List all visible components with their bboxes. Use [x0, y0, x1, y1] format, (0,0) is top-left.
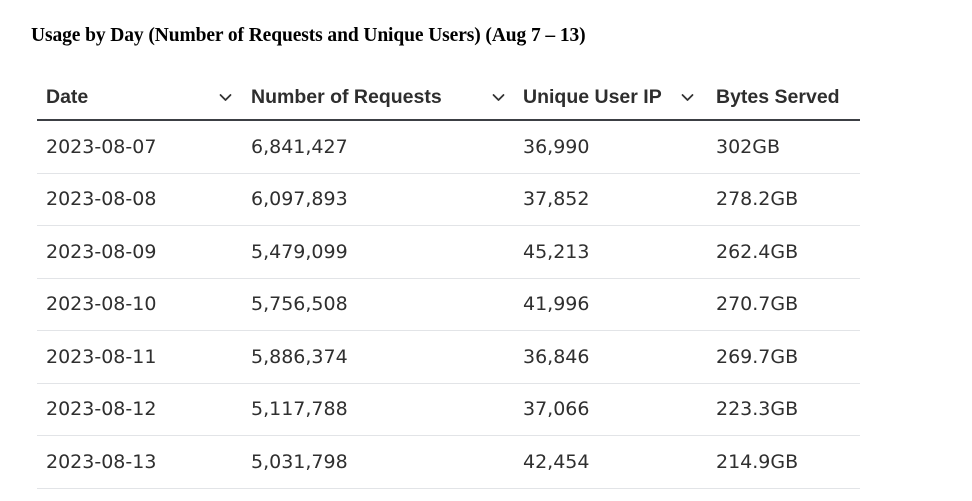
- table-row: 2023-08-08 6,097,893 37,852 278.2GB: [37, 174, 860, 226]
- cell-date: 2023-08-11: [46, 345, 157, 368]
- table-header-row: Date Number of Requests Unique User IP B…: [37, 76, 860, 121]
- column-header-bytes-served[interactable]: Bytes Served: [716, 76, 840, 119]
- cell-number-of-requests: 5,479,099: [251, 240, 348, 263]
- table-row: 2023-08-07 6,841,427 36,990 302GB: [37, 121, 860, 174]
- cell-unique-user-ip: 37,066: [523, 398, 590, 421]
- cell-unique-user-ip: 37,852: [523, 188, 590, 211]
- cell-date: 2023-08-10: [46, 293, 157, 316]
- cell-date: 2023-08-12: [46, 398, 157, 421]
- cell-date: 2023-08-13: [46, 450, 157, 473]
- cell-date: 2023-08-07: [46, 135, 157, 158]
- cell-bytes-served: 270.7GB: [716, 293, 799, 316]
- table-row: 2023-08-13 5,031,798 42,454 214.9GB: [37, 436, 860, 489]
- usage-table: Date Number of Requests Unique User IP B…: [37, 76, 860, 489]
- cell-unique-user-ip: 42,454: [523, 450, 590, 473]
- sort-requests-button[interactable]: [492, 76, 505, 119]
- cell-number-of-requests: 5,031,798: [251, 450, 348, 473]
- cell-date: 2023-08-08: [46, 188, 157, 211]
- cell-unique-user-ip: 36,846: [523, 345, 590, 368]
- chevron-down-icon: [681, 91, 694, 104]
- column-header-number-of-requests[interactable]: Number of Requests: [251, 76, 442, 119]
- column-header-label: Bytes Served: [716, 86, 840, 108]
- cell-number-of-requests: 5,117,788: [251, 398, 348, 421]
- cell-bytes-served: 302GB: [716, 135, 781, 158]
- table-row: 2023-08-10 5,756,508 41,996 270.7GB: [37, 279, 860, 331]
- table-body: 2023-08-07 6,841,427 36,990 302GB 2023-08-08…: [37, 121, 860, 489]
- cell-bytes-served: 223.3GB: [716, 398, 799, 421]
- cell-unique-user-ip: 45,213: [523, 240, 590, 263]
- cell-bytes-served: 262.4GB: [716, 240, 799, 263]
- cell-number-of-requests: 5,886,374: [251, 345, 348, 368]
- cell-unique-user-ip: 36,990: [523, 135, 590, 158]
- column-header-label: Unique User IP: [523, 86, 662, 108]
- column-header-unique-user-ip[interactable]: Unique User IP: [523, 76, 662, 119]
- cell-bytes-served: 214.9GB: [716, 450, 799, 473]
- chevron-down-icon: [492, 91, 505, 104]
- cell-bytes-served: 269.7GB: [716, 345, 799, 368]
- column-header-date[interactable]: Date: [46, 76, 88, 119]
- chevron-down-icon: [219, 91, 232, 104]
- table-row: 2023-08-09 5,479,099 45,213 262.4GB: [37, 226, 860, 279]
- sort-date-button[interactable]: [219, 76, 232, 119]
- cell-number-of-requests: 6,841,427: [251, 135, 348, 158]
- cell-number-of-requests: 6,097,893: [251, 188, 348, 211]
- sort-unique-ip-button[interactable]: [681, 76, 694, 119]
- cell-number-of-requests: 5,756,508: [251, 293, 348, 316]
- column-header-label: Date: [46, 86, 89, 108]
- cell-unique-user-ip: 41,996: [523, 293, 590, 316]
- page-title: Usage by Day (Number of Requests and Uni…: [31, 25, 586, 46]
- cell-date: 2023-08-09: [46, 240, 157, 263]
- table-row: 2023-08-12 5,117,788 37,066 223.3GB: [37, 384, 860, 436]
- cell-bytes-served: 278.2GB: [716, 188, 799, 211]
- table-row: 2023-08-11 5,886,374 36,846 269.7GB: [37, 331, 860, 384]
- column-header-label: Number of Requests: [251, 86, 442, 108]
